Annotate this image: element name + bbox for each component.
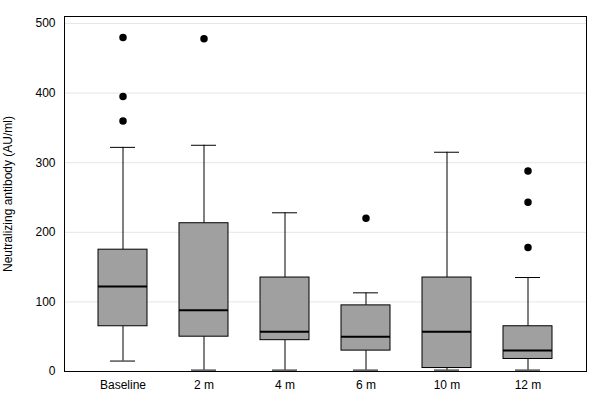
svg-text:10 m: 10 m xyxy=(434,378,461,392)
svg-text:400: 400 xyxy=(35,86,55,100)
svg-text:4 m: 4 m xyxy=(275,378,295,392)
svg-text:100: 100 xyxy=(35,295,55,309)
svg-text:12 m: 12 m xyxy=(515,378,542,392)
svg-text:2 m: 2 m xyxy=(194,378,214,392)
svg-text:Baseline: Baseline xyxy=(100,378,146,392)
svg-text:300: 300 xyxy=(35,156,55,170)
svg-text:Neutralizing antibody (AU/ml): Neutralizing antibody (AU/ml) xyxy=(1,116,15,272)
svg-text:500: 500 xyxy=(35,16,55,30)
svg-text:6 m: 6 m xyxy=(356,378,376,392)
svg-text:0: 0 xyxy=(49,364,56,378)
svg-text:200: 200 xyxy=(35,225,55,239)
